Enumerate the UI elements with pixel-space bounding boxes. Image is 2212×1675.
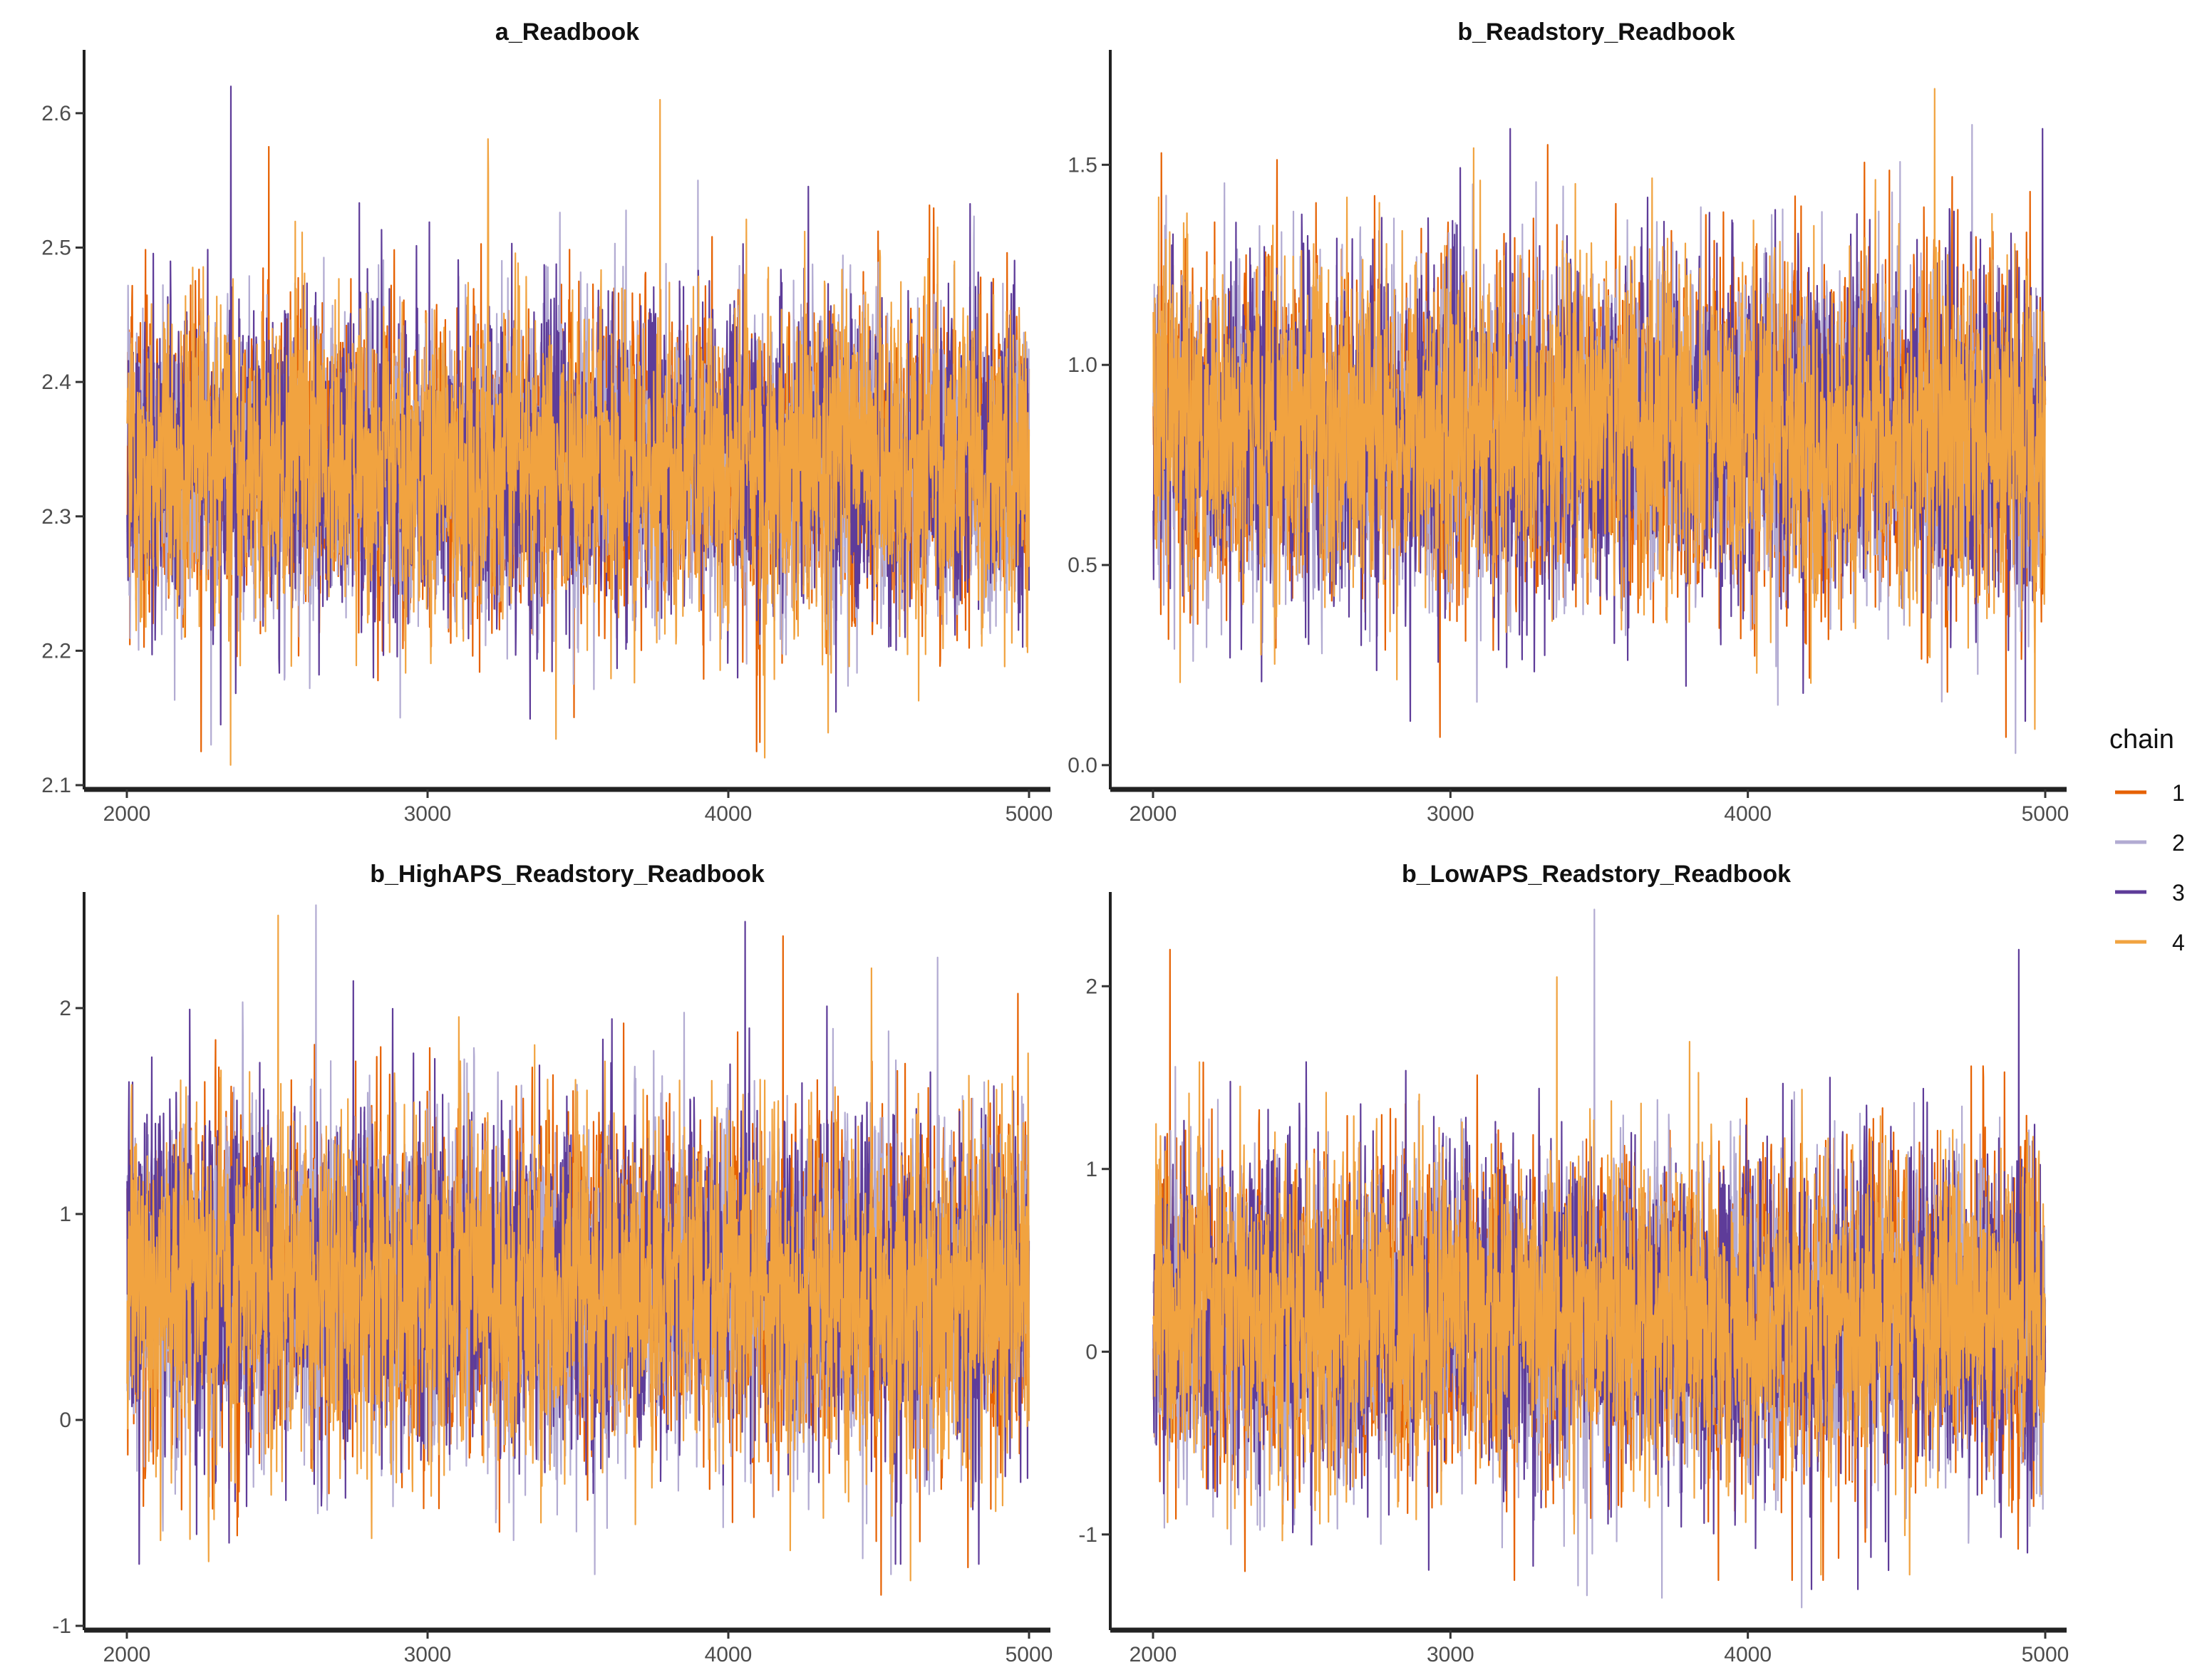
x-tick-label: 2000 [1130, 1643, 1177, 1666]
panel-title: b_LowAPS_Readstory_Readbook [1402, 861, 1791, 888]
y-tick-label: 1 [1085, 1158, 1097, 1181]
y-tick-label: 1.0 [1068, 353, 1097, 377]
chain-legend: chain 1 2 3 4 [2109, 725, 2185, 955]
x-tick-label: 2000 [1130, 802, 1177, 826]
panel-3: b_HighAPS_Readstory_Readbook -1 0 1 2 2000 300… [52, 861, 1053, 1666]
y-tick-label: 2 [59, 997, 71, 1020]
trace-chain-4 [126, 98, 1030, 766]
panel-title: a_Readbook [495, 19, 639, 46]
trace-chain-4 [1152, 88, 2047, 730]
x-tick-label: 4000 [1724, 1643, 1772, 1666]
y-tick-label: 0 [1085, 1340, 1097, 1364]
x-tick-label: 3000 [404, 802, 452, 826]
x-tick-label: 4000 [705, 802, 753, 826]
trace-chain-4 [1152, 976, 2047, 1576]
legend-title: chain [2109, 725, 2174, 754]
y-tick-label: 0.0 [1068, 754, 1097, 777]
x-tick-label: 5000 [2022, 1643, 2069, 1666]
y-tick-label: 2.1 [41, 774, 71, 797]
y-tick-label: 2.6 [41, 102, 71, 125]
x-tick-label: 3000 [1427, 802, 1474, 826]
y-tick-label: 1 [59, 1203, 71, 1226]
panel-2: b_Readstory_Readbook 0.0 0.5 1.0 1.5 2000 3000… [1068, 19, 2069, 826]
panel-title: b_Readstory_Readbook [1457, 19, 1735, 46]
y-tick-label: 2.5 [41, 237, 71, 260]
panel-4: b_LowAPS_Readstory_Readbook -1 0 1 2 2000 3000… [1078, 861, 2069, 1666]
trace-chain-4 [126, 914, 1030, 1582]
legend-label-chain-3: 3 [2172, 880, 2185, 906]
x-tick-label: 5000 [1006, 1643, 1053, 1666]
legend-label-chain-2: 2 [2172, 830, 2185, 856]
panel-1: a_Readbook 2.1 2.2 2.3 2.4 2.5 2.6 2000 3000 4000… [41, 19, 1053, 826]
legend-label-chain-4: 4 [2172, 930, 2185, 955]
y-tick-label: 2.4 [41, 370, 71, 394]
legend-label-chain-1: 1 [2172, 780, 2185, 806]
x-tick-label: 3000 [1427, 1643, 1474, 1666]
y-tick-label: 2 [1085, 975, 1097, 998]
x-tick-label: 4000 [1724, 802, 1772, 826]
x-tick-label: 5000 [2022, 802, 2069, 826]
y-tick-label: 0 [59, 1409, 71, 1432]
y-tick-label: 1.5 [1068, 153, 1097, 177]
panel-title: b_HighAPS_Readstory_Readbook [370, 861, 765, 888]
x-tick-label: 4000 [705, 1643, 753, 1666]
y-tick-label: -1 [52, 1614, 71, 1638]
trace-panels: a_Readbook 2.1 2.2 2.3 2.4 2.5 2.6 2000 3000 4000… [41, 19, 2069, 1666]
y-tick-label: 2.3 [41, 505, 71, 529]
x-tick-label: 2000 [103, 1643, 151, 1666]
x-tick-label: 3000 [404, 1643, 452, 1666]
y-tick-label: 0.5 [1068, 554, 1097, 577]
x-tick-label: 5000 [1006, 802, 1053, 826]
x-tick-label: 2000 [103, 802, 151, 826]
y-tick-label: 2.2 [41, 639, 71, 663]
y-tick-label: -1 [1078, 1523, 1097, 1547]
